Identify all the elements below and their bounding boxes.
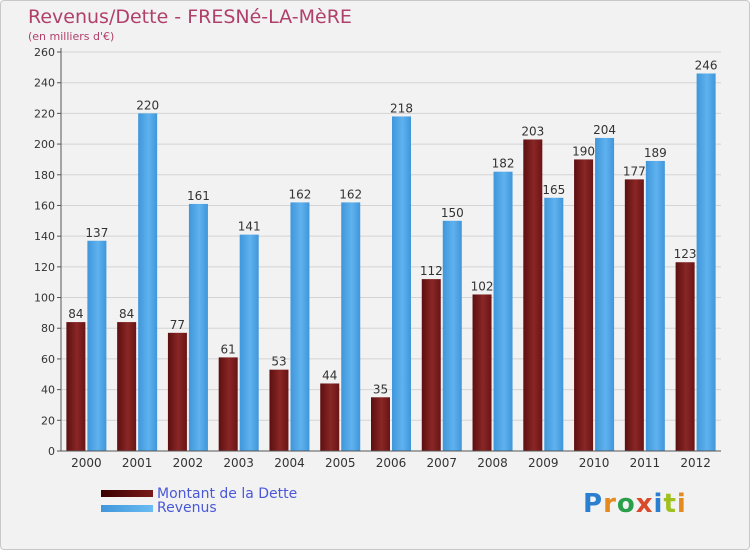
bar-debt — [66, 322, 86, 451]
legend-label-debt: Montant de la Dette — [157, 486, 298, 502]
data-label: 35 — [373, 382, 388, 396]
data-label: 112 — [420, 264, 443, 278]
bar-revenue — [290, 202, 310, 451]
data-labels: 84 137 84 220 77 161 61 141 53 162 44 162 35 218 112 15… — [68, 58, 717, 396]
y-tick-label: 80 — [41, 322, 55, 335]
bar-revenue — [87, 240, 107, 451]
legend-label-revenue: Revenus — [157, 500, 217, 516]
bar-revenue — [696, 73, 716, 451]
chart-title: Revenus/Dette - FRESNé-LA-MèRE — [28, 6, 352, 28]
bar-revenue — [188, 203, 208, 451]
x-tick-label: 2005 — [325, 456, 356, 470]
data-label: 218 — [390, 101, 413, 115]
data-label: 53 — [271, 355, 286, 369]
x-tick-label: 2004 — [274, 456, 305, 470]
y-tick-label: 180 — [34, 169, 55, 182]
x-tick-label: 2000 — [71, 456, 102, 470]
y-tick-label: 200 — [34, 138, 55, 151]
data-label: 203 — [521, 124, 544, 138]
data-label: 102 — [471, 279, 494, 293]
chart-subtitle: (en milliers d'€) — [28, 30, 115, 43]
y-tick-label: 140 — [34, 230, 55, 243]
data-label: 190 — [572, 144, 595, 158]
bar-revenue — [138, 113, 158, 451]
bar-debt — [320, 383, 340, 451]
data-label: 162 — [339, 187, 362, 201]
bar-debt — [675, 262, 695, 451]
bar-revenue — [544, 197, 564, 451]
x-tick-label: 2006 — [376, 456, 407, 470]
bar-debt — [167, 332, 187, 451]
bar-revenue — [392, 116, 411, 451]
data-label: 162 — [289, 187, 312, 201]
bar-debt — [523, 139, 543, 451]
data-label: 161 — [187, 189, 210, 203]
x-tick-label: 2010 — [579, 456, 610, 470]
x-tick-label: 2008 — [477, 456, 508, 470]
y-tick-label: 220 — [34, 107, 55, 120]
data-label: 84 — [119, 307, 134, 321]
x-tick-label: 2003 — [223, 456, 254, 470]
bar-debt — [269, 369, 289, 451]
y-tick-label: 20 — [41, 414, 55, 427]
data-label: 189 — [644, 146, 667, 160]
x-tick-labels: 2000 2001 2002 2003 2004 2005 2006 2007 2008 2009… — [71, 456, 711, 470]
bar-debt — [218, 357, 238, 451]
y-tick-labels: 0 20 40 60 80 100 120 140 160 180 200 220 240 260 — [34, 46, 55, 458]
x-tick-label: 2007 — [426, 456, 457, 470]
data-label: 150 — [441, 206, 464, 220]
y-tick-label: 160 — [34, 199, 55, 212]
x-tick-label: 2011 — [630, 456, 661, 470]
y-tick-label: 0 — [48, 445, 55, 458]
legend-swatch-debt — [101, 490, 153, 497]
bar-debt — [574, 159, 594, 451]
bar-revenue — [239, 234, 259, 451]
bar-debt — [117, 322, 137, 451]
x-tick-label: 2002 — [173, 456, 204, 470]
x-tick-label: 2012 — [680, 456, 711, 470]
proxiti-logo: Proxiti — [583, 489, 687, 519]
bar-revenue — [645, 160, 665, 451]
x-tick-label: 2001 — [122, 456, 153, 470]
data-label: 77 — [170, 318, 185, 332]
data-label: 84 — [68, 307, 83, 321]
bar-debt — [472, 294, 492, 451]
data-label: 220 — [136, 98, 159, 112]
legend-swatch-revenue — [101, 505, 153, 512]
data-label: 123 — [674, 247, 697, 261]
y-tick-label: 260 — [34, 46, 55, 59]
y-tick-label: 240 — [34, 77, 55, 90]
bar-revenue — [341, 202, 361, 451]
data-label: 165 — [542, 183, 565, 197]
y-tick-label: 60 — [41, 353, 55, 366]
data-label: 182 — [492, 157, 515, 171]
data-label: 137 — [85, 226, 108, 240]
y-tick-label: 40 — [41, 384, 55, 397]
bar-revenue — [442, 220, 462, 451]
axes — [60, 48, 721, 452]
x-tick-label: 2009 — [528, 456, 559, 470]
data-label: 141 — [238, 220, 261, 234]
bar-revenue — [595, 137, 615, 451]
y-tick-label: 100 — [34, 292, 55, 305]
bars — [66, 73, 716, 451]
data-label: 204 — [593, 123, 616, 137]
data-label: 61 — [221, 342, 236, 356]
data-label: 177 — [623, 164, 646, 178]
bar-revenue — [493, 171, 513, 451]
y-tick-label: 120 — [34, 261, 55, 274]
bar-debt — [624, 179, 644, 451]
data-label: 246 — [695, 58, 718, 72]
bar-debt — [371, 397, 390, 451]
bar-debt — [421, 279, 441, 451]
data-label: 44 — [322, 368, 337, 382]
